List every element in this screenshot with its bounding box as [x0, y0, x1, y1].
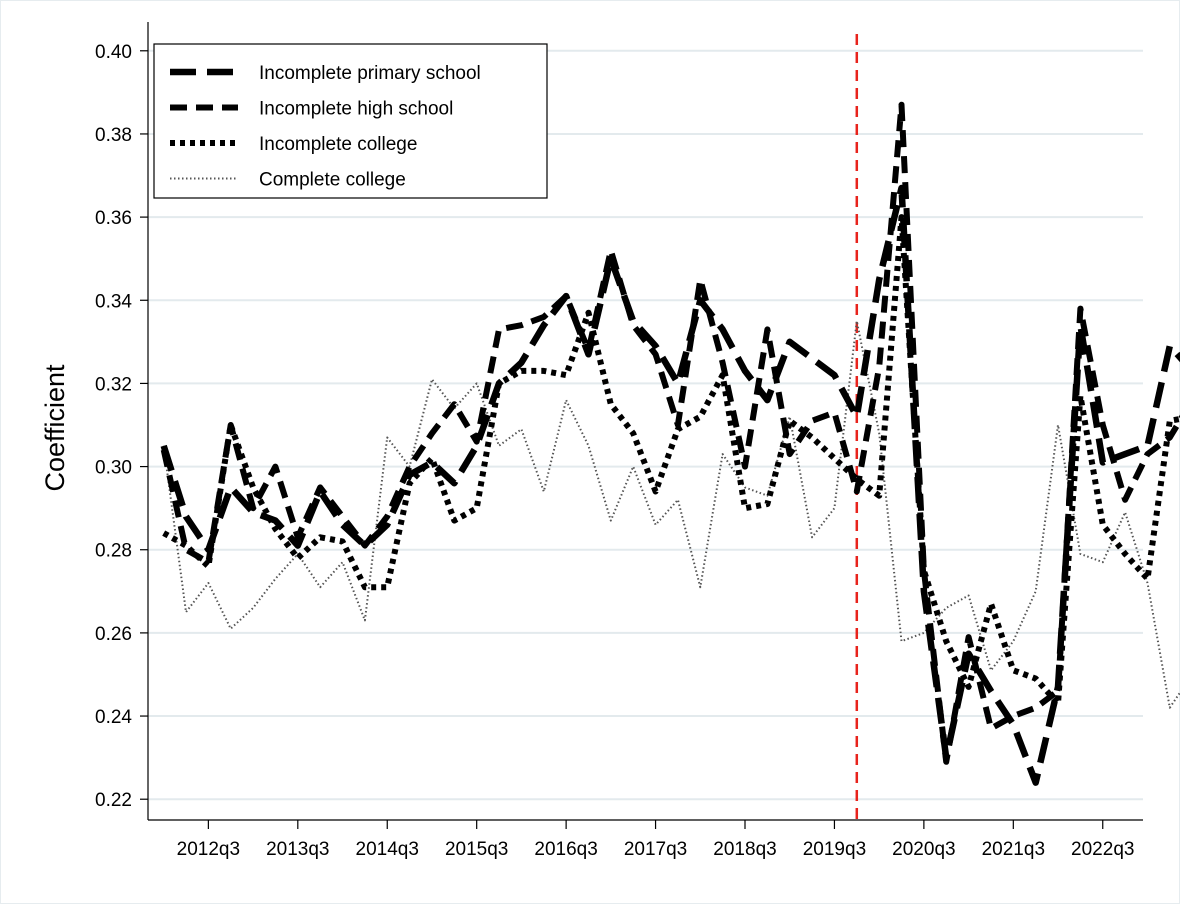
legend-label: Complete college — [259, 170, 406, 191]
y-tick-label: 0.30 — [95, 458, 132, 479]
y-tick-label: 0.40 — [95, 42, 132, 63]
x-tick-label: 2021q3 — [982, 839, 1045, 860]
x-axis: 2012q3 2013q3 2014q3 2015q3 2016q3 2017q3 2018… — [148, 819, 1143, 860]
y-axis-title: Coefficient — [40, 364, 70, 492]
y-tick-label: 0.32 — [95, 374, 132, 395]
y-tick-label: 0.34 — [95, 291, 132, 312]
series-group — [160, 101, 1180, 786]
y-tick-label: 0.36 — [95, 208, 132, 229]
x-tick-label: 2017q3 — [624, 839, 687, 860]
y-tick-label: 0.38 — [95, 125, 132, 146]
x-tick-label: 2018q3 — [713, 839, 776, 860]
legend-label: Incomplete high school — [259, 99, 453, 120]
legend-label: Incomplete primary school — [259, 63, 481, 84]
series-line-incomplete-college — [162, 214, 1180, 707]
x-tick-label: 2013q3 — [266, 839, 329, 860]
legend: Incomplete primary school Incomplete high… — [153, 43, 548, 199]
x-tick-label: 2014q3 — [356, 839, 419, 860]
y-tick-label: 0.28 — [95, 541, 132, 562]
x-tick-label: 2015q3 — [445, 839, 508, 860]
x-tick-label: 2016q3 — [534, 839, 597, 860]
series-line-incomplete-primary-school — [160, 184, 1180, 786]
y-tick-label: 0.24 — [95, 707, 132, 728]
y-tick-label: 0.26 — [95, 624, 132, 645]
legend-label: Incomplete college — [259, 134, 417, 155]
x-tick-label: 2012q3 — [177, 839, 240, 860]
y-axis: 0.22 0.24 0.26 0.28 0.30 0.32 0.34 0.36 0.38 0.40 — [95, 22, 149, 820]
y-tick-label: 0.22 — [95, 790, 132, 811]
x-tick-label: 2022q3 — [1071, 839, 1134, 860]
x-tick-label: 2020q3 — [892, 839, 955, 860]
x-tick-label: 2019q3 — [803, 839, 866, 860]
series-line-incomplete-high-school — [160, 101, 1180, 765]
